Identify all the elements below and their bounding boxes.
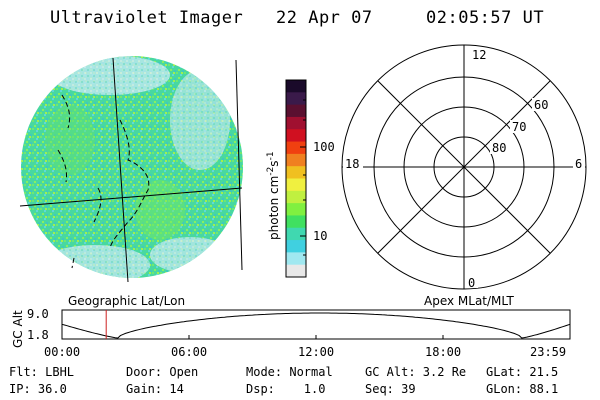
info-gc-alt: GC Alt: 3.2 Re [365, 365, 467, 379]
info-gain: Gain: 14 [126, 382, 184, 396]
info-glat: GLat: 21.5 [486, 365, 559, 379]
colorbar-band [286, 264, 306, 278]
colorbar-band [286, 190, 306, 204]
colorbar-band [286, 178, 306, 192]
colorbar-band [286, 153, 306, 167]
altitude-xtick-label: 18:00 [425, 345, 461, 359]
colorbar-band [286, 116, 306, 130]
lat-label-60: 60 [534, 98, 548, 112]
altitude-xtick-label: 23:59 [530, 345, 566, 359]
altitude-curve [61, 312, 571, 339]
apex-label: Apex MLat/MLT [424, 294, 514, 308]
colorbar-tick-label: 10 [313, 229, 327, 243]
info-glon: GLon: 88.1 [486, 382, 559, 396]
colorbar-tick-label: 100 [313, 140, 335, 154]
altitude-ytick: 1.8 [27, 328, 49, 342]
geographic-label: Geographic Lat/Lon [68, 294, 185, 308]
colorbar-band [286, 252, 306, 266]
mlt-label-12: 12 [472, 48, 486, 62]
colorbar-unit-label: photon cm-2s-1 [266, 151, 281, 240]
info-flt: Flt: LBHL [9, 365, 75, 379]
mlt-label-0: 0 [468, 276, 475, 290]
altitude-ytick: 9.0 [27, 307, 49, 321]
time-label: 02:05:57 UT [426, 8, 545, 28]
info-mode: Mode: Normal [246, 365, 333, 379]
mlt-label-18: 18 [345, 157, 359, 171]
colorbar-band [286, 203, 306, 216]
colorbar-frame [285, 79, 307, 278]
info-seq: Seq: 39 [365, 382, 416, 396]
info-ip: IP: 36.0 [9, 382, 67, 396]
altitude-xtick-label: 00:00 [44, 345, 80, 359]
colorbar-band [286, 129, 306, 143]
mlt-label-6: 6 [575, 157, 582, 171]
colorbar [286, 80, 306, 278]
altitude-ylabel: GC Alt [11, 310, 25, 348]
colorbar-band [286, 141, 306, 155]
date-label: 22 Apr 07 [276, 8, 373, 28]
lat-label-80: 80 [492, 141, 506, 155]
grid-line [19, 187, 243, 207]
colorbar-band [286, 227, 306, 241]
altitude-xtick-label: 12:00 [298, 345, 334, 359]
colorbar-band [286, 104, 306, 118]
colorbar-band [286, 92, 306, 106]
altitude-xtick-label: 06:00 [171, 345, 207, 359]
uv-image [21, 56, 243, 278]
altitude-plot-frame [61, 309, 571, 340]
colorbar-band [286, 240, 306, 253]
altitude-xticks: 00:00 06:00 12:00 18:00 23:59 [44, 335, 571, 359]
coastline [57, 94, 150, 269]
info-door: Door: Open [126, 365, 199, 379]
polar-grid [341, 44, 587, 290]
lat-label-70: 70 [512, 120, 526, 134]
instrument-title: Ultraviolet Imager [50, 8, 244, 28]
grid-line [112, 57, 129, 283]
colorbar-band [286, 166, 306, 179]
colorbar-band [286, 80, 306, 93]
grid-line [235, 59, 243, 271]
info-dsp: Dsp: 1.0 [246, 382, 326, 396]
colorbar-band [286, 215, 306, 229]
